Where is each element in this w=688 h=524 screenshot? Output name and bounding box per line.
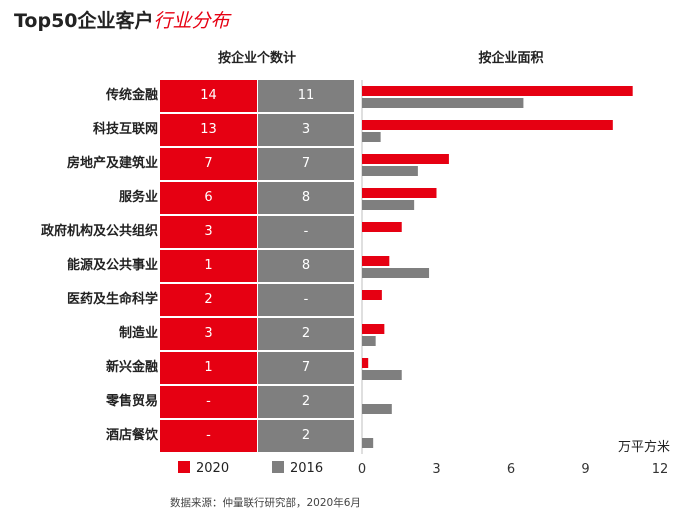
count-2020-cell: 13 [160,114,257,146]
table-row: 能源及公共事业 1 8 [0,250,360,282]
category-label: 服务业 [118,190,158,205]
count-2016-cell: 7 [258,352,354,384]
count-2020-cell: 14 [160,80,257,112]
bar-2020 [362,86,633,96]
table-row: 政府机构及公共组织 3- [0,216,360,248]
bar-2016 [362,98,524,108]
x-tick-label: 0 [358,462,366,477]
bar-2016 [362,268,430,278]
count-2016-cell: 8 [258,250,354,282]
bar-2016 [362,166,418,176]
category-label: 能源及公共事业 [66,258,158,273]
count-2020-cell: 3 [160,318,257,350]
title-main: Top50企业客户 [14,10,154,32]
count-2020-cell: - [160,386,257,418]
count-2016-cell: 11 [258,80,354,112]
category-label: 医药及生命科学 [66,292,158,307]
table-row: 房地产及建筑业 7 7 [0,148,360,180]
count-2020-cell: 7 [160,148,257,180]
category-label: 政府机构及公共组织 [40,224,158,239]
category-label: 科技互联网 [92,122,158,137]
table-row: 新兴金融 1 7 [0,352,360,384]
count-2020-cell: 6 [160,182,257,214]
legend-label-2016: 2016 [290,461,324,476]
area-chart-header: 按企业面积 [478,51,544,66]
x-tick-label: 3 [432,462,440,477]
bar-2020 [362,154,449,164]
count-2016-cell: 8 [258,182,354,214]
bar-2020 [362,120,613,130]
count-2016-cell: - [258,216,354,248]
bar-2016 [362,370,402,380]
x-axis-unit: 万平方米 [618,440,671,455]
count-2016-cell: 2 [258,420,354,452]
count-2016-cell: 2 [258,318,354,350]
bar-2016 [362,132,381,142]
category-label: 传统金融 [105,88,158,103]
bar-2020 [362,324,385,334]
legend-swatch-2016 [272,461,284,473]
x-tick-label: 6 [507,462,515,477]
table-row: 酒店餐饮 -2 [0,420,360,452]
bar-2020 [362,188,437,198]
bar-2020 [362,290,382,300]
x-tick-label: 12 [652,462,669,477]
legend-swatch-2020 [178,461,190,473]
table-row: 科技互联网 13 3 [0,114,360,146]
count-2020-cell: 1 [160,352,257,384]
count-table-header: 按企业个数计 [217,51,296,66]
title-highlight: 行业分布 [153,10,230,32]
bar-2016 [362,404,392,414]
bar-2020 [362,256,390,266]
table-row: 医药及生命科学 2- [0,284,360,316]
count-2020-cell: 3 [160,216,257,248]
legend-label-2020: 2020 [196,461,230,476]
bar-2016 [362,438,374,448]
category-label: 制造业 [118,326,158,341]
x-tick-label: 9 [581,462,589,477]
table-row: 传统金融 14 11 [0,80,360,112]
category-label: 酒店餐饮 [105,428,158,443]
table-row: 服务业 6 8 [0,182,360,214]
table-row: 零售贸易 -2 [0,386,360,418]
bar-2016 [362,200,415,210]
count-2020-cell: 1 [160,250,257,282]
category-label: 零售贸易 [105,394,158,409]
source-note: 数据来源：仲量联行研究部，2020年6月 [170,497,361,509]
bar-2020 [362,222,402,232]
category-label: 新兴金融 [105,360,158,375]
count-2016-cell: 3 [258,114,354,146]
count-2016-cell: - [258,284,354,316]
page-title: Top50企业客户行业分布 [14,6,230,33]
count-2016-cell: 7 [258,148,354,180]
category-label: 房地产及建筑业 [66,156,158,171]
bar-2020 [362,358,369,368]
count-2020-cell: 2 [160,284,257,316]
legend-item-2016: 2016 [272,461,323,476]
table-row: 制造业 3 2 [0,318,360,350]
legend-item-2020: 2020 [178,461,229,476]
count-2016-cell: 2 [258,386,354,418]
count-2020-cell: - [160,420,257,452]
bar-2016 [362,336,376,346]
